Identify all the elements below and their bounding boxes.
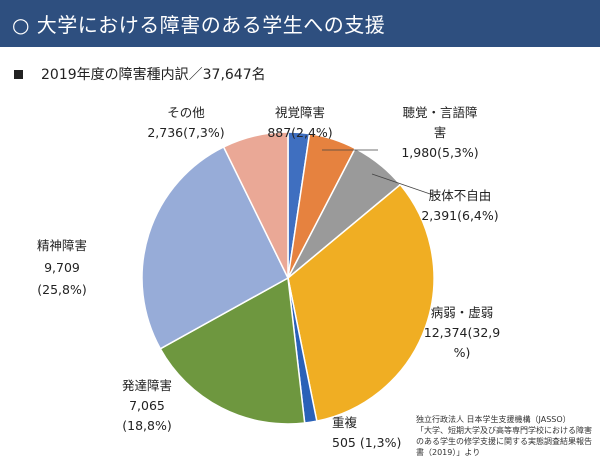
slice-label-line: 7,065: [129, 398, 165, 413]
leader-lines: [322, 149, 437, 197]
source-line: 独立行政法人 日本学生支援機構（JASSO）: [416, 415, 571, 424]
leader-line: [371, 173, 437, 197]
slice-label-line: その他: [167, 105, 205, 120]
slice-label-line: 1,980(5,3%): [401, 145, 478, 160]
slice-label: 精神障害 9,709 (25,8%): [37, 238, 87, 297]
pie-slice-6: [159, 276, 306, 425]
source-line: 書（2019）」より: [416, 448, 481, 457]
pie-slice-7: [141, 145, 289, 350]
source-line: 「大学、短期大学及び高等専門学校における障害: [416, 426, 592, 435]
slice-label: 聴覚・言語障害 1,980(5,3%): [401, 105, 478, 160]
slice-label-line: 聴覚・言語障: [402, 105, 477, 120]
slice-label: 重複 505 (1,3%): [332, 415, 401, 450]
pie-slices: [141, 131, 435, 425]
slice-label-line: 病弱・虚弱: [431, 305, 494, 320]
page-title: ○ 大学における障害のある学生への支援: [12, 13, 386, 37]
slice-label-line: 精神障害: [37, 238, 87, 253]
slice-label: 発達障害 7,065 (18,8%): [122, 378, 172, 433]
chart-subtitle: 2019年度の障害種内訳／37,647名: [14, 64, 266, 84]
slice-label-line: 887(2,4%): [267, 125, 332, 140]
slice-label: 病弱・虚弱 12,374(32,9%): [424, 305, 500, 360]
slice-label-line: 2,736(7,3%): [147, 125, 224, 140]
slice-label-line: 2,391(6,4%): [421, 208, 498, 223]
square-bullet-icon: [14, 69, 23, 79]
slice-label: 視覚障害 887(2,4%): [267, 105, 332, 140]
source-note: 独立行政法人 日本学生支援機構（JASSO） 「大学、短期大学及び高等専門学校にお…: [416, 414, 600, 458]
slice-label-line: (25,8%): [37, 282, 86, 297]
pie-slice-8: [222, 131, 289, 279]
slice-label-line: (18,8%): [122, 418, 171, 433]
slice-label-line: 12,374(32,9: [424, 325, 500, 340]
slice-label: 肢体不自由 2,391(6,4%): [421, 188, 498, 223]
slice-label-line: 発達障害: [122, 378, 172, 393]
slice-label-line: 害: [434, 125, 447, 140]
slice-label-line: %): [454, 345, 471, 360]
slice-label: その他 2,736(7,3%): [147, 105, 224, 140]
slice-label-line: 視覚障害: [275, 105, 325, 120]
pie-slice-4: [287, 183, 435, 423]
source-line: のある学生の修学支援に関する実態調査結果報告: [416, 437, 592, 446]
title-bar: ○ 大学における障害のある学生への支援: [0, 0, 600, 47]
slice-labels: 視覚障害 887(2,4%) 聴覚・言語障害 1,980(5,3%) 肢体不自由 2,39…: [37, 105, 500, 450]
subtitle-text: 2019年度の障害種内訳／37,647名: [41, 67, 266, 83]
slice-label-line: 9,709: [44, 260, 80, 275]
slice-label-line: 505 (1,3%): [332, 435, 401, 450]
slice-label-line: 肢体不自由: [429, 188, 492, 203]
slice-label-line: 重複: [332, 415, 358, 430]
